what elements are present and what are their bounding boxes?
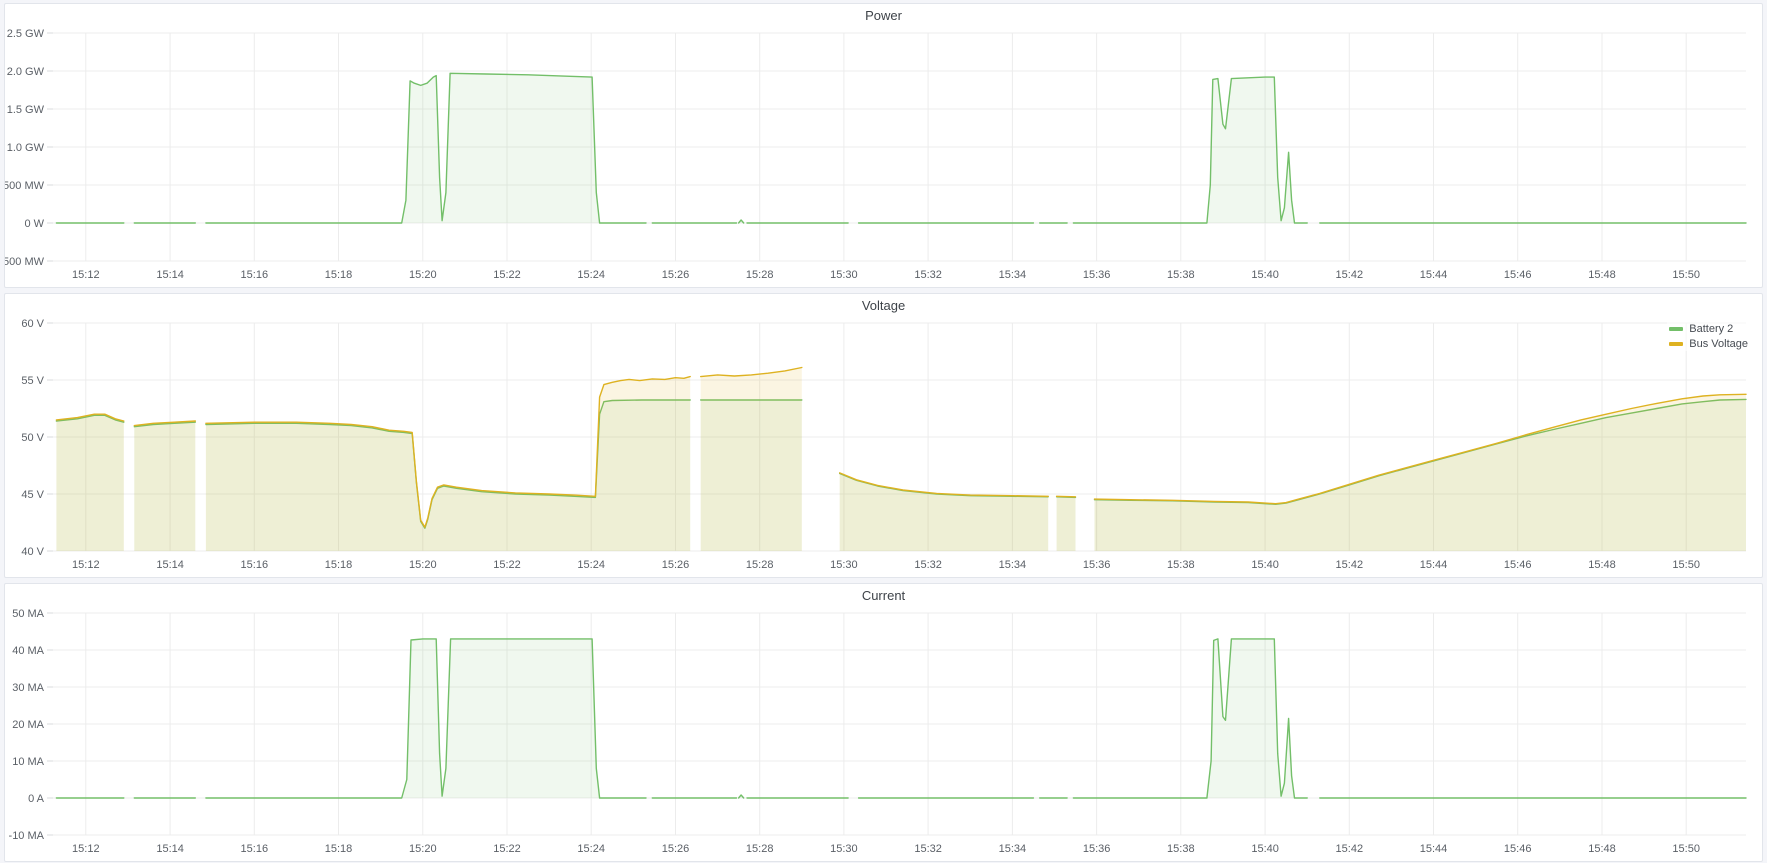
- svg-text:15:16: 15:16: [241, 843, 269, 855]
- svg-text:15:28: 15:28: [746, 559, 774, 571]
- panel-current: Current 15:12 15:14 15:16 15:18 15:20 15:22 15…: [4, 583, 1763, 862]
- svg-text:15:44: 15:44: [1420, 269, 1448, 281]
- svg-text:15:38: 15:38: [1167, 559, 1195, 571]
- svg-text:15:50: 15:50: [1672, 843, 1700, 855]
- svg-text:15:34: 15:34: [999, 843, 1027, 855]
- svg-text:15:42: 15:42: [1336, 559, 1364, 571]
- svg-text:15:46: 15:46: [1504, 559, 1532, 571]
- svg-text:15:36: 15:36: [1083, 843, 1111, 855]
- svg-text:15:36: 15:36: [1083, 269, 1111, 281]
- svg-text:15:40: 15:40: [1251, 843, 1279, 855]
- svg-text:15:38: 15:38: [1167, 269, 1195, 281]
- svg-text:10 MA: 10 MA: [12, 756, 44, 768]
- svg-text:0 W: 0 W: [24, 218, 44, 230]
- battery-2-series-swatch: [1669, 327, 1684, 331]
- svg-text:30 MA: 30 MA: [12, 682, 44, 694]
- panel-voltage: Voltage 15:12 15:14 15:16 15:18 15:20 15:22 15…: [4, 293, 1763, 578]
- voltage-chart-canvas[interactable]: 15:12 15:14 15:16 15:18 15:20 15:22 15:24 15:26…: [5, 316, 1762, 577]
- voltage-legend: Battery 2 Bus Voltage: [1667, 322, 1750, 351]
- svg-text:15:22: 15:22: [493, 269, 521, 281]
- panel-title-power[interactable]: Power: [865, 7, 902, 23]
- svg-text:15:42: 15:42: [1336, 269, 1364, 281]
- svg-text:40 V: 40 V: [21, 546, 44, 558]
- svg-text:15:42: 15:42: [1336, 843, 1364, 855]
- svg-text:-500 MW: -500 MW: [5, 256, 45, 268]
- svg-text:15:32: 15:32: [914, 559, 942, 571]
- svg-text:15:18: 15:18: [325, 559, 353, 571]
- legend-label-bus-voltage: Bus Voltage: [1689, 338, 1748, 350]
- legend-item-battery-2[interactable]: Battery 2: [1669, 323, 1748, 335]
- svg-text:15:32: 15:32: [914, 843, 942, 855]
- svg-text:60 V: 60 V: [21, 318, 44, 330]
- svg-text:45 V: 45 V: [21, 489, 44, 501]
- svg-text:40 MA: 40 MA: [12, 645, 44, 657]
- svg-text:20 MA: 20 MA: [12, 719, 44, 731]
- svg-text:15:38: 15:38: [1167, 843, 1195, 855]
- svg-text:2.0 GW: 2.0 GW: [7, 66, 45, 78]
- svg-text:15:24: 15:24: [577, 843, 605, 855]
- svg-text:15:48: 15:48: [1588, 269, 1616, 281]
- svg-text:55 V: 55 V: [21, 375, 44, 387]
- svg-text:15:44: 15:44: [1420, 843, 1448, 855]
- svg-text:15:30: 15:30: [830, 843, 858, 855]
- current-chart-canvas[interactable]: 15:12 15:14 15:16 15:18 15:20 15:22 15:24 15:26…: [5, 606, 1762, 861]
- svg-text:15:30: 15:30: [830, 269, 858, 281]
- svg-text:15:32: 15:32: [914, 269, 942, 281]
- svg-text:15:18: 15:18: [325, 843, 353, 855]
- svg-text:15:18: 15:18: [325, 269, 353, 281]
- svg-text:15:28: 15:28: [746, 269, 774, 281]
- svg-text:50 V: 50 V: [21, 432, 44, 444]
- svg-text:15:46: 15:46: [1504, 843, 1532, 855]
- svg-text:15:12: 15:12: [72, 843, 100, 855]
- power-chart-canvas[interactable]: 15:12 15:14 15:16 15:18 15:20 15:22 15:24 15:26…: [5, 26, 1762, 287]
- dashboard: Power 15:12 15:14 15:16 15:18 15:20 15:22 15:2…: [4, 3, 1763, 862]
- panel-power: Power 15:12 15:14 15:16 15:18 15:20 15:22 15:2…: [4, 3, 1763, 288]
- svg-text:15:50: 15:50: [1672, 559, 1700, 571]
- svg-text:50 MA: 50 MA: [12, 608, 44, 620]
- svg-text:1.0 GW: 1.0 GW: [7, 142, 45, 154]
- svg-text:15:26: 15:26: [662, 843, 690, 855]
- svg-text:15:50: 15:50: [1672, 269, 1700, 281]
- svg-text:15:12: 15:12: [72, 269, 100, 281]
- svg-text:500 MW: 500 MW: [5, 180, 45, 192]
- svg-text:15:44: 15:44: [1420, 559, 1448, 571]
- svg-text:15:24: 15:24: [577, 269, 605, 281]
- svg-text:15:48: 15:48: [1588, 843, 1616, 855]
- svg-text:15:46: 15:46: [1504, 269, 1532, 281]
- svg-text:15:34: 15:34: [999, 269, 1027, 281]
- svg-text:15:30: 15:30: [830, 559, 858, 571]
- svg-text:15:12: 15:12: [72, 559, 100, 571]
- svg-text:0 A: 0 A: [28, 793, 45, 805]
- svg-text:15:26: 15:26: [662, 559, 690, 571]
- legend-item-bus-voltage[interactable]: Bus Voltage: [1669, 338, 1748, 350]
- svg-text:15:16: 15:16: [241, 559, 269, 571]
- svg-text:15:14: 15:14: [156, 559, 184, 571]
- svg-text:15:14: 15:14: [156, 269, 184, 281]
- svg-text:15:20: 15:20: [409, 269, 437, 281]
- svg-text:15:34: 15:34: [999, 559, 1027, 571]
- svg-text:-10 MA: -10 MA: [9, 830, 45, 842]
- svg-text:15:26: 15:26: [662, 269, 690, 281]
- svg-text:2.5 GW: 2.5 GW: [7, 28, 45, 40]
- svg-text:15:36: 15:36: [1083, 559, 1111, 571]
- svg-text:15:22: 15:22: [493, 843, 521, 855]
- svg-text:1.5 GW: 1.5 GW: [7, 104, 45, 116]
- svg-text:15:28: 15:28: [746, 843, 774, 855]
- legend-label-battery-2: Battery 2: [1689, 323, 1734, 335]
- bus-voltage-series-swatch: [1669, 342, 1684, 346]
- svg-text:15:14: 15:14: [156, 843, 184, 855]
- panel-title-voltage[interactable]: Voltage: [861, 297, 906, 313]
- panel-title-current[interactable]: Current: [861, 587, 906, 603]
- svg-text:15:20: 15:20: [409, 843, 437, 855]
- svg-text:15:48: 15:48: [1588, 559, 1616, 571]
- svg-text:15:40: 15:40: [1251, 269, 1279, 281]
- svg-text:15:16: 15:16: [241, 269, 269, 281]
- svg-text:15:40: 15:40: [1251, 559, 1279, 571]
- svg-text:15:20: 15:20: [409, 559, 437, 571]
- svg-text:15:24: 15:24: [577, 559, 605, 571]
- svg-text:15:22: 15:22: [493, 559, 521, 571]
